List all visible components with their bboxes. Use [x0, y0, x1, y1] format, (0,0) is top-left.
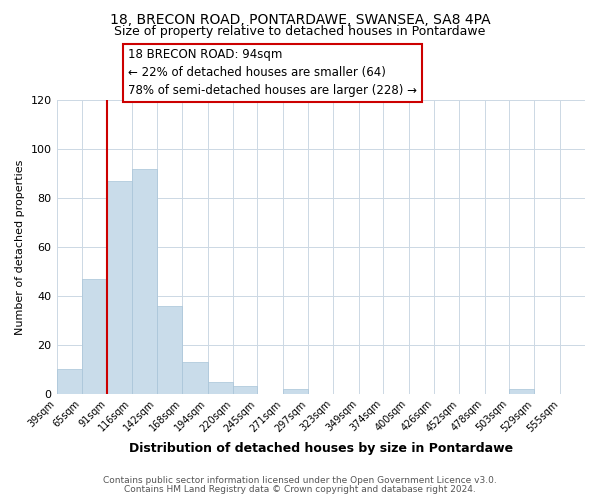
Bar	[107, 181, 131, 394]
Bar	[208, 382, 233, 394]
Bar	[82, 279, 107, 394]
Text: Contains HM Land Registry data © Crown copyright and database right 2024.: Contains HM Land Registry data © Crown c…	[124, 485, 476, 494]
Bar	[182, 362, 208, 394]
Bar	[157, 306, 182, 394]
Bar	[509, 389, 534, 394]
Text: 18 BRECON ROAD: 94sqm
← 22% of detached houses are smaller (64)
78% of semi-deta: 18 BRECON ROAD: 94sqm ← 22% of detached …	[128, 48, 417, 98]
Bar	[233, 386, 257, 394]
Text: Contains public sector information licensed under the Open Government Licence v3: Contains public sector information licen…	[103, 476, 497, 485]
X-axis label: Distribution of detached houses by size in Pontardawe: Distribution of detached houses by size …	[129, 442, 513, 455]
Text: Size of property relative to detached houses in Pontardawe: Size of property relative to detached ho…	[115, 25, 485, 38]
Y-axis label: Number of detached properties: Number of detached properties	[15, 160, 25, 335]
Bar	[131, 169, 157, 394]
Text: 18, BRECON ROAD, PONTARDAWE, SWANSEA, SA8 4PA: 18, BRECON ROAD, PONTARDAWE, SWANSEA, SA…	[110, 12, 490, 26]
Bar	[283, 389, 308, 394]
Bar	[56, 370, 82, 394]
